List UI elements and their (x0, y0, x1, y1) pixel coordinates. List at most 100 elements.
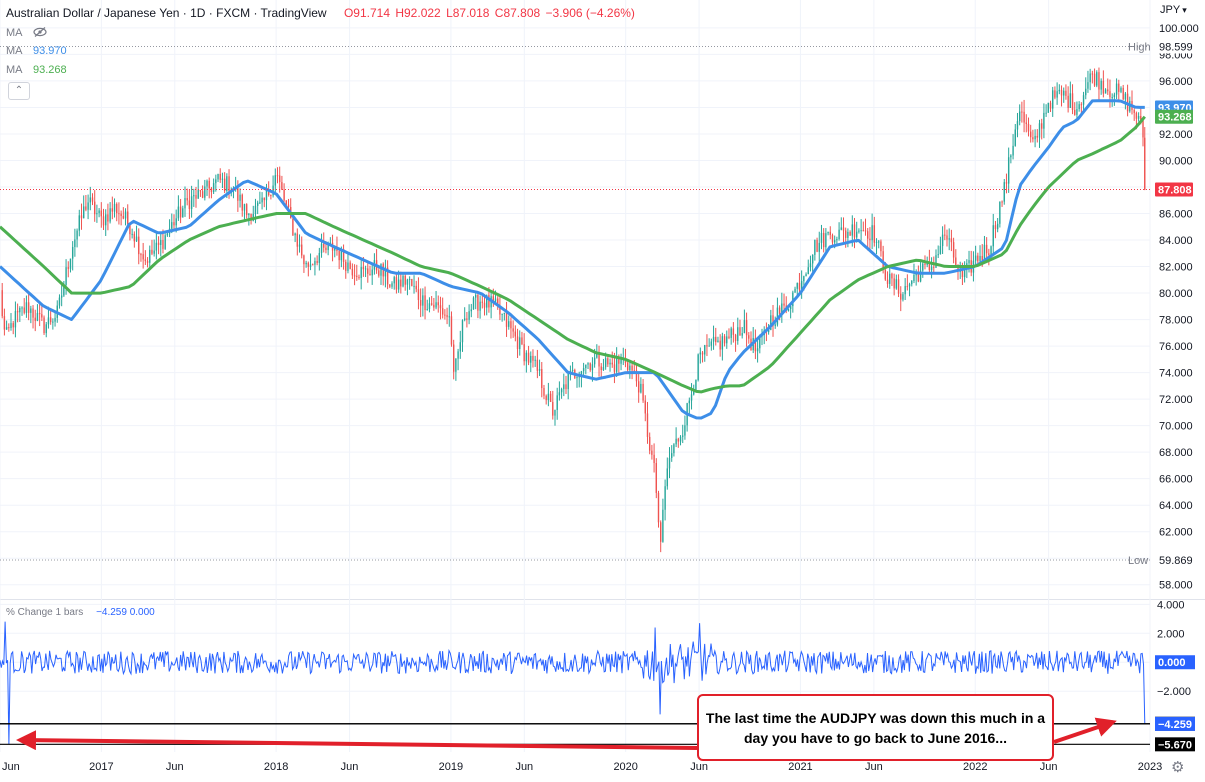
candle-body (1118, 83, 1120, 92)
candle-body (800, 281, 803, 290)
candle-body (530, 355, 532, 363)
candle-body (787, 309, 790, 311)
candle-body (860, 230, 862, 232)
y-tick-label: 4.000 (1157, 599, 1185, 611)
candle-body (1135, 112, 1138, 119)
candle-body (122, 216, 125, 219)
price-marker-label: Low (1128, 555, 1148, 567)
candle-body (994, 225, 997, 230)
candle-body (653, 454, 655, 464)
chevron-down-icon: ▾ (1182, 5, 1187, 15)
candle-body (523, 344, 525, 362)
candle-body (475, 295, 477, 298)
candle-body (301, 244, 303, 256)
candle-body (1036, 135, 1038, 138)
candle-body (391, 283, 393, 287)
candle-body (270, 194, 272, 196)
candle-body (895, 279, 898, 289)
candle-body (723, 336, 726, 344)
candle-body (16, 311, 19, 313)
indicator-value-badge (1155, 716, 1195, 731)
candle-body (1023, 111, 1025, 123)
indicator-value-label: 0.000 (1158, 657, 1186, 669)
candle-body (102, 216, 105, 226)
candle-body (919, 270, 922, 282)
candle-body (930, 266, 933, 271)
candle-body (838, 229, 840, 239)
candle-body (285, 200, 288, 205)
candle-body (265, 189, 268, 201)
candle-body (825, 233, 827, 248)
candle-body (221, 178, 224, 180)
candle-body (342, 249, 345, 262)
candle-body (144, 259, 147, 262)
candle-body (494, 298, 497, 302)
candle-body (671, 453, 673, 458)
candle-body (675, 438, 677, 445)
candle-body (452, 344, 455, 372)
candle-body (510, 321, 512, 329)
candle-body (1102, 80, 1105, 94)
candle-body (411, 279, 413, 286)
y-tick-label: 96.000 (1159, 76, 1193, 88)
candle-body (153, 250, 155, 254)
candle-body (461, 320, 464, 343)
candle-body (19, 307, 21, 313)
candle-body (933, 266, 935, 268)
candle-body (602, 367, 605, 371)
candle-body (47, 317, 50, 325)
candle-body (745, 320, 748, 336)
candle-body (514, 331, 517, 337)
collapse-legend-button[interactable]: ⌃ (8, 82, 30, 100)
ma-legend-2[interactable]: MA 93.970 (6, 45, 67, 57)
candle-body (217, 173, 219, 180)
candle-body (340, 249, 343, 261)
candle-body (701, 352, 704, 355)
indicator-header[interactable]: % Change 1 bars −4.259 0.000 (6, 607, 155, 618)
eye-hidden-icon[interactable] (33, 27, 47, 37)
candle-body (1027, 123, 1030, 132)
candle-body (393, 277, 395, 284)
x-tick-label: Jun (690, 761, 708, 773)
ma-legend-1[interactable]: MA (6, 27, 47, 39)
candle-body (468, 311, 470, 320)
candle-body (380, 263, 382, 276)
x-tick-label: 2018 (264, 761, 288, 773)
candle-body (151, 249, 153, 254)
candle-body (708, 345, 710, 347)
candle-body (591, 364, 594, 371)
candle-body (776, 307, 779, 325)
candle-body (488, 295, 490, 308)
close-value: C87.808 (494, 6, 541, 20)
candle-body (135, 236, 138, 242)
candle-body (52, 321, 54, 323)
y-tick-label: 82.000 (1159, 262, 1193, 274)
candle-body (433, 304, 435, 308)
candle-body (717, 340, 719, 343)
indicator-label: % Change 1 bars (6, 607, 84, 618)
candle-body (556, 395, 558, 410)
candle-body (1018, 111, 1021, 122)
candle-body (437, 302, 439, 306)
candle-body (261, 197, 263, 203)
gear-icon[interactable]: ⚙ (1171, 759, 1185, 776)
candle-body (911, 280, 913, 285)
candle-body (212, 183, 215, 193)
symbol-title[interactable]: Australian Dollar / Japanese Yen · 1D · … (6, 6, 327, 20)
candle-body (741, 333, 743, 336)
candle-body (305, 262, 307, 265)
candle-body (730, 328, 732, 338)
candle-body (138, 236, 140, 255)
chart-header: Australian Dollar / Japanese Yen · 1D · … (6, 6, 637, 20)
candle-body (732, 328, 735, 335)
candle-body (1054, 90, 1056, 98)
ma-legend-3[interactable]: MA 93.268 (6, 64, 67, 76)
candle-body (646, 413, 649, 437)
candle-body (633, 370, 635, 372)
candle-body (367, 268, 369, 274)
candle-body (664, 486, 666, 510)
candle-body (748, 335, 750, 339)
candle-body (325, 247, 327, 251)
currency-selector[interactable]: JPY ▾ (1160, 4, 1187, 16)
